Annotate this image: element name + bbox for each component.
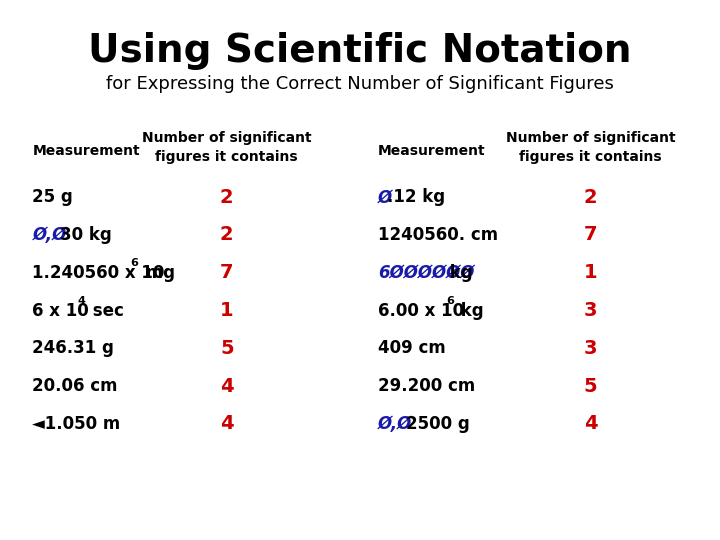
Text: 2500 g: 2500 g: [406, 415, 470, 433]
Text: 25 g: 25 g: [32, 188, 73, 206]
Text: figures it contains: figures it contains: [156, 150, 298, 164]
Text: 2: 2: [220, 225, 233, 245]
Text: Ø: Ø: [378, 188, 392, 206]
Text: Number of significant: Number of significant: [505, 131, 675, 145]
Text: kg: kg: [444, 264, 472, 282]
Text: Using Scientific Notation: Using Scientific Notation: [89, 32, 631, 70]
Text: Ø,Ø: Ø,Ø: [32, 226, 67, 244]
Text: figures it contains: figures it contains: [519, 150, 662, 164]
Text: 1: 1: [584, 263, 597, 282]
Text: 2: 2: [220, 187, 233, 207]
Text: 246.31 g: 246.31 g: [32, 339, 114, 357]
Text: 4: 4: [220, 376, 233, 396]
Text: sec: sec: [87, 301, 124, 320]
Text: 2: 2: [584, 187, 597, 207]
Text: 6ØØØØØØ: 6ØØØØØØ: [378, 264, 474, 282]
Text: 3: 3: [584, 301, 597, 320]
Text: .12 kg: .12 kg: [387, 188, 446, 206]
Text: 20.06 cm: 20.06 cm: [32, 377, 118, 395]
Text: 7: 7: [220, 263, 233, 282]
Text: kg: kg: [456, 301, 484, 320]
Text: 6.00 x 10: 6.00 x 10: [378, 301, 464, 320]
Text: 4: 4: [78, 296, 86, 306]
Text: 1240560. cm: 1240560. cm: [378, 226, 498, 244]
Text: Ø,Ø: Ø,Ø: [378, 415, 413, 433]
Text: 7: 7: [584, 225, 597, 245]
Text: mg: mg: [140, 264, 175, 282]
Text: 1.240560 x 10: 1.240560 x 10: [32, 264, 165, 282]
Text: 4: 4: [220, 414, 233, 434]
Text: 4: 4: [584, 414, 597, 434]
Text: 6 x 10: 6 x 10: [32, 301, 89, 320]
Text: Measurement: Measurement: [378, 144, 485, 158]
Text: 6: 6: [446, 296, 454, 306]
Text: for Expressing the Correct Number of Significant Figures: for Expressing the Correct Number of Sig…: [106, 75, 614, 93]
Text: 5: 5: [584, 376, 597, 396]
Text: Number of significant: Number of significant: [142, 131, 312, 145]
Text: 409 cm: 409 cm: [378, 339, 446, 357]
Text: 5: 5: [220, 339, 233, 358]
Text: 30 kg: 30 kg: [60, 226, 112, 244]
Text: 6: 6: [131, 258, 138, 268]
Text: 1: 1: [220, 301, 233, 320]
Text: Measurement: Measurement: [32, 144, 140, 158]
Text: ◄1.050 m: ◄1.050 m: [32, 415, 121, 433]
Text: 29.200 cm: 29.200 cm: [378, 377, 475, 395]
Text: 3: 3: [584, 339, 597, 358]
